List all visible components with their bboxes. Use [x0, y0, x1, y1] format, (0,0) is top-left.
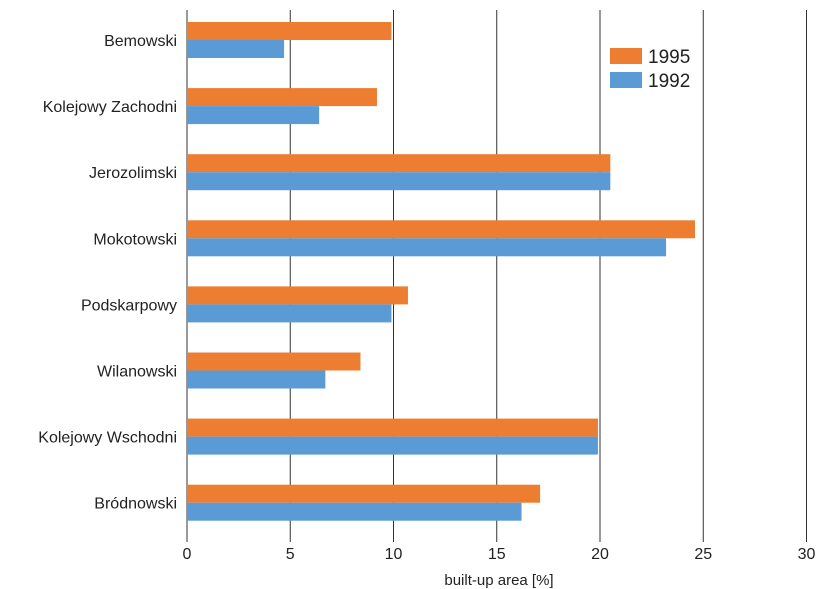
- x-tick-label: 15: [488, 546, 506, 563]
- x-axis-title: built-up area [%]: [444, 572, 553, 589]
- x-tick-labels: 0 5 10 15 20 25 30: [183, 546, 816, 563]
- bar-1995: [187, 286, 408, 305]
- x-tick-label: 5: [286, 546, 295, 563]
- x-tick-label: 20: [591, 546, 609, 563]
- x-tick-label: 0: [183, 546, 192, 563]
- bar-1995: [187, 220, 695, 239]
- category-label: Podskarpowy: [81, 297, 177, 314]
- bar-1992: [187, 304, 392, 323]
- category-label: Mokotowski: [93, 231, 177, 248]
- bar-1992: [187, 436, 598, 455]
- bar-1995: [187, 418, 598, 437]
- category-label: Kolejowy Zachodni: [43, 99, 177, 116]
- bar-1995: [187, 88, 377, 107]
- bar-1995: [187, 352, 361, 371]
- bar-1992: [187, 106, 320, 125]
- bar-1995: [187, 154, 611, 173]
- x-tick-label: 10: [385, 546, 403, 563]
- legend-label: 1992: [648, 71, 690, 92]
- legend-swatch: [610, 72, 642, 88]
- x-tick-label: 25: [694, 546, 712, 563]
- legend-swatch: [610, 48, 642, 64]
- bar-1992: [187, 502, 522, 521]
- x-tick-label: 30: [798, 546, 816, 563]
- bar-1995: [187, 22, 392, 40]
- category-label: Bródnowski: [94, 496, 177, 513]
- bar-1992: [187, 40, 285, 58]
- bar-1995: [187, 484, 541, 503]
- bars: [187, 22, 695, 521]
- category-label: Bemowski: [104, 33, 177, 50]
- bar-1992: [187, 172, 611, 191]
- bar-1992: [187, 370, 326, 389]
- category-labels: Bemowski Kolejowy Zachodni Jerozolimski Mok…: [38, 33, 177, 513]
- bar-1992: [187, 238, 667, 257]
- category-label: Kolejowy Wschodni: [38, 430, 177, 447]
- category-label: Wilanowski: [97, 364, 177, 381]
- category-label: Jerozolimski: [89, 165, 177, 182]
- legend: 1995 1992: [610, 47, 690, 92]
- legend-label: 1995: [648, 47, 690, 68]
